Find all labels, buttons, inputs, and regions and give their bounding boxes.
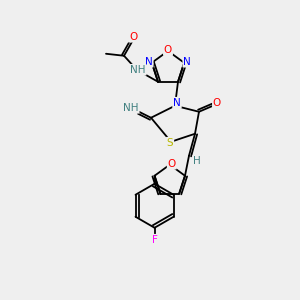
Text: F: F xyxy=(152,235,158,245)
Text: NH: NH xyxy=(123,103,139,113)
Text: N: N xyxy=(183,57,191,67)
Text: O: O xyxy=(213,98,221,108)
Text: NH: NH xyxy=(130,65,146,75)
Text: O: O xyxy=(129,32,137,42)
Text: N: N xyxy=(145,57,153,67)
Text: O: O xyxy=(168,159,176,169)
Text: N: N xyxy=(173,98,181,108)
Text: S: S xyxy=(167,138,173,148)
Text: O: O xyxy=(164,45,172,55)
Text: H: H xyxy=(193,156,201,166)
